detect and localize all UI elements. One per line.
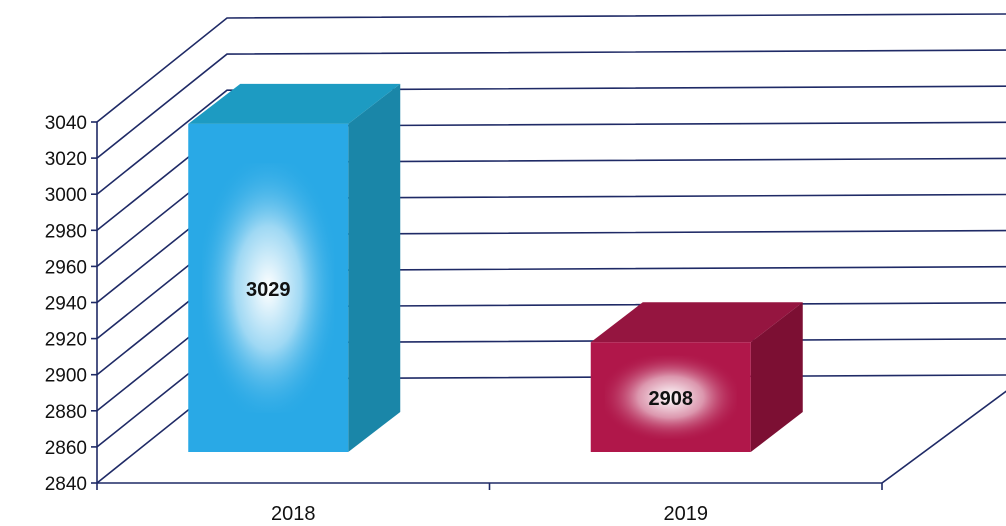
bar-glow-2019 bbox=[604, 355, 737, 439]
y-tick-label-2900: 2900 bbox=[45, 366, 87, 387]
bar-top-2019 bbox=[590, 302, 803, 343]
y-tick-labels: 2840 2860 2880 2900 2920 2940 2960 2980 3000 3020… bbox=[45, 113, 87, 495]
y-tick-label-2960: 2960 bbox=[45, 257, 87, 278]
axis-layer bbox=[91, 121, 1006, 490]
bar-2018 bbox=[188, 83, 401, 452]
data-label-2018: 3029 bbox=[246, 279, 291, 301]
bar-2019 bbox=[590, 302, 803, 452]
gridline-3040 bbox=[96, 13, 1006, 123]
y-tick-label-3040: 3040 bbox=[45, 113, 87, 134]
y-tick-label-2860: 2860 bbox=[45, 438, 87, 459]
bar-glow-2018 bbox=[202, 163, 335, 413]
bar-side-2019 bbox=[750, 302, 803, 452]
labels: 3029 2018 2908 2019 bbox=[246, 279, 708, 525]
gridline-3000 bbox=[96, 85, 1006, 195]
y-tick-label-2840: 2840 bbox=[45, 474, 87, 495]
bar-top-2018 bbox=[188, 83, 401, 124]
y-tick-label-2920: 2920 bbox=[45, 330, 87, 351]
y-tick-label-3020: 3020 bbox=[45, 149, 87, 170]
y-tick-label-2940: 2940 bbox=[45, 294, 87, 315]
floor-right-edge bbox=[881, 390, 1006, 484]
data-label-2019: 2908 bbox=[649, 388, 694, 410]
x-tick-label-2019: 2019 bbox=[664, 503, 709, 525]
bars bbox=[188, 83, 803, 452]
gridline-3020 bbox=[96, 49, 1006, 159]
y-tick-label-3000: 3000 bbox=[45, 185, 87, 206]
y-tick-label-2980: 2980 bbox=[45, 221, 87, 242]
x-tick-label-2018: 2018 bbox=[271, 503, 316, 525]
bar-side-2018 bbox=[348, 83, 401, 452]
y-tick-label-2880: 2880 bbox=[45, 402, 87, 423]
